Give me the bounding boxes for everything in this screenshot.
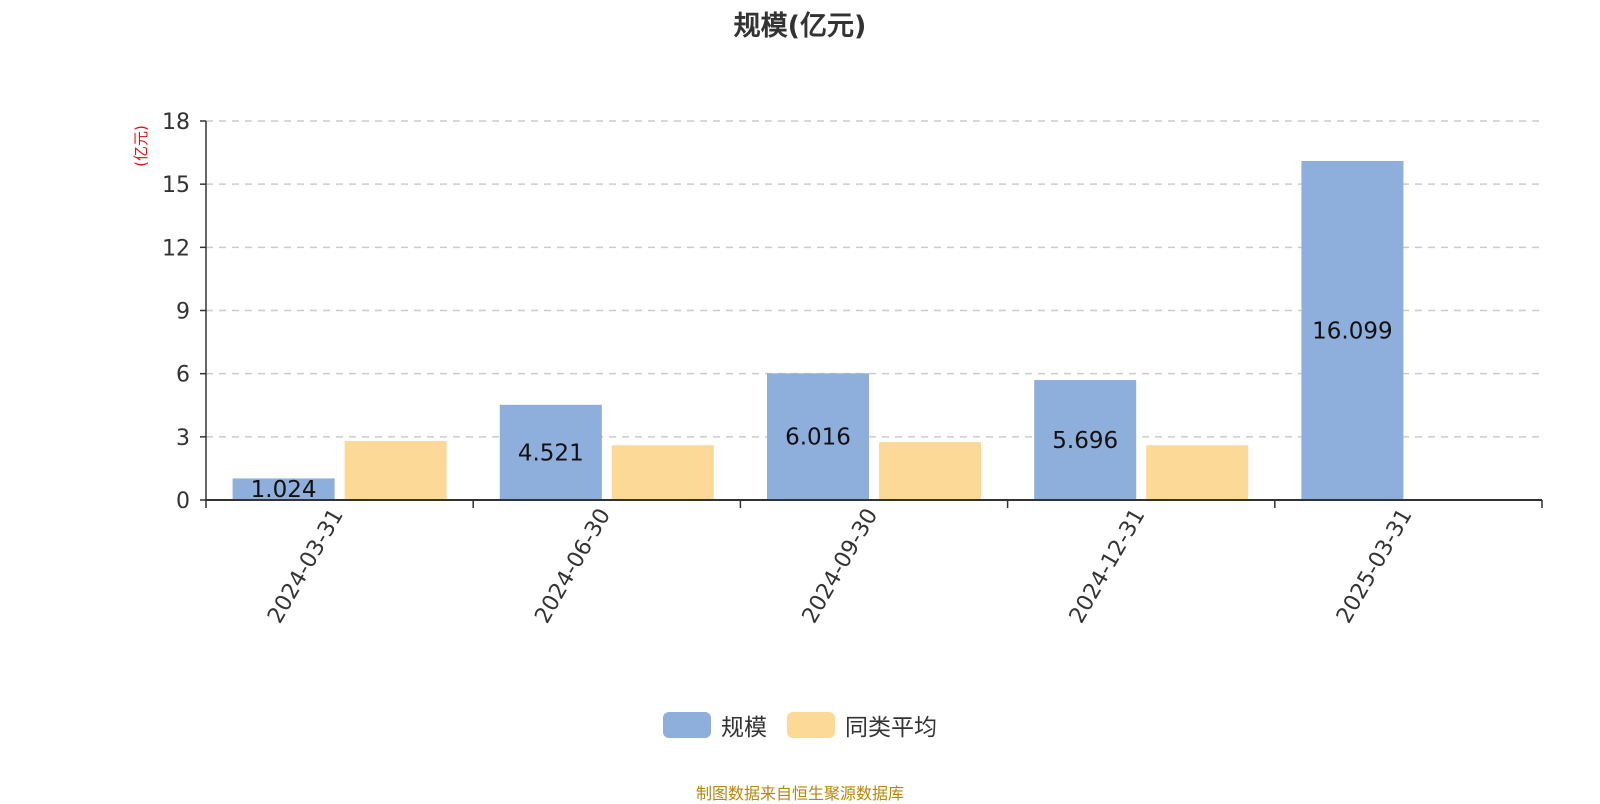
legend-item-scale[interactable]: 规模 [663,708,767,742]
x-tick-label: 2024-03-31 [263,505,349,628]
bar-scale [767,373,869,500]
bar-chart: 0 3 6 9 12 15 18 1.024 4.521 6.016 5.696 16.099 20… [132,110,1543,628]
legend-item-peer-average[interactable]: 同类平均 [787,708,937,742]
chart-title: 规模(亿元) [733,11,867,42]
data-label: 5.696 [1052,428,1118,454]
legend: 规模 同类平均 [0,708,1600,742]
data-label: 16.099 [1312,319,1392,345]
y-tick-label: 0 [176,489,190,514]
x-tick-label: 2024-12-31 [1065,505,1151,628]
bar-scale [1034,380,1137,500]
data-label: 6.016 [785,425,851,451]
x-tick-label: 2024-06-30 [530,505,616,628]
bar-scale [499,404,602,500]
grid-lines [206,120,1542,438]
y-tick-label: 12 [162,236,190,261]
bar-peer-average [611,445,714,500]
y-tick-label: 6 [176,363,190,388]
y-tick-label: 15 [162,173,190,198]
bar-peer-average [344,441,447,500]
x-tick-label: 2025-03-31 [1332,505,1418,628]
y-axis-label: (亿元) [132,125,150,167]
bar-peer-average [1146,445,1249,500]
x-axis: 2024-03-31 2024-06-30 2024-09-30 2024-12-31… [205,499,1543,628]
y-axis: 0 3 6 9 12 15 18 [162,110,207,514]
legend-swatch-scale [663,712,711,738]
y-tick-label: 18 [162,110,190,135]
bar-scale [232,478,335,500]
data-label: 1.024 [251,477,317,503]
x-tick-label: 2024-09-30 [798,505,884,628]
bar-peer-average [879,442,981,500]
bars: 1.024 4.521 6.016 5.696 16.099 [232,161,1404,503]
source-note: 制图数据来自恒生聚源数据库 [695,784,904,803]
data-label: 4.521 [518,440,584,466]
bar-scale [1301,161,1404,500]
legend-label-peer-average: 同类平均 [845,715,937,741]
y-tick-label: 3 [176,426,190,451]
y-tick-label: 9 [176,300,190,325]
legend-label-scale: 规模 [721,715,767,741]
legend-swatch-peer-average [787,712,835,738]
